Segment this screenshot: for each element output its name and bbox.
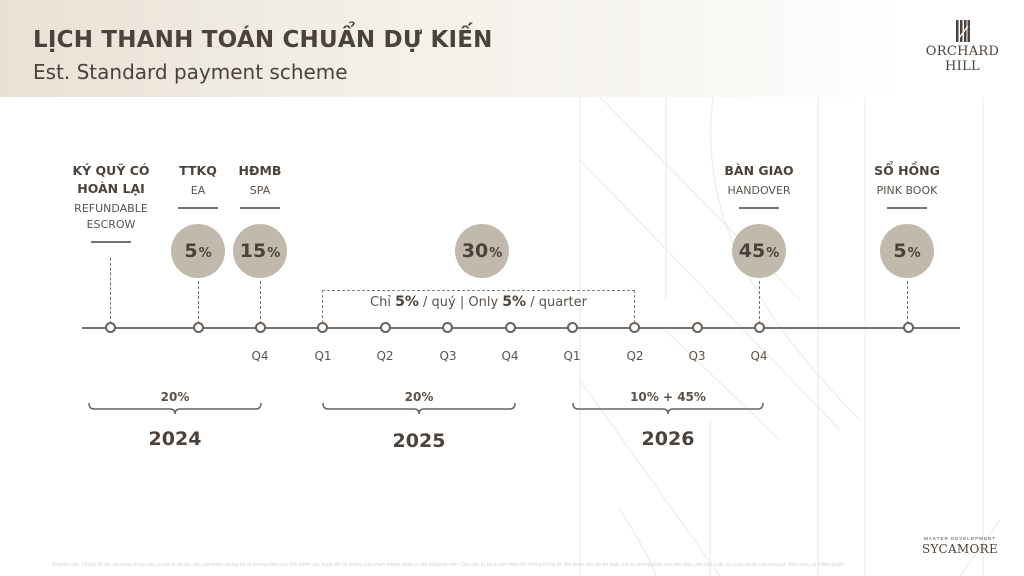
brace-2024 xyxy=(88,402,262,415)
stage-handover-en: HANDOVER xyxy=(727,184,791,197)
percent-value: 5 xyxy=(893,240,907,262)
year-2026-share: 10% + 45% xyxy=(630,390,706,404)
percent-value: 15 xyxy=(239,240,267,262)
sycamore-logo: MASTER DEVELOPMENT SYCAMORE xyxy=(920,535,1000,556)
quarter-label: Q3 xyxy=(688,349,706,363)
page-title: LỊCH THANH TOÁN CHUẨN DỰ KIẾN xyxy=(33,27,493,53)
stage-escrow-label: KÝ QUỸ CÓ HOÀN LẠI REFUNDABLE ESCROW xyxy=(66,162,156,243)
stage-ea-rule xyxy=(178,207,218,209)
quarter-label: Q4 xyxy=(750,349,768,363)
quarter-label: Q1 xyxy=(563,349,581,363)
footer-disclaimer: Khuyến cáo: Chúng tôi rất cẩn trọng tron… xyxy=(52,562,846,568)
percent-value: 5 xyxy=(184,240,198,262)
brace-2025 xyxy=(322,402,516,415)
quarter-label: Q2 xyxy=(376,349,394,363)
timeline-node xyxy=(629,322,640,333)
quarterly-bracket xyxy=(322,290,635,328)
stage-escrow-vn-line1: KÝ QUỸ CÓ xyxy=(72,163,150,178)
stage-ea-vn: TTKQ xyxy=(179,163,217,178)
orchard-hill-logo: ORCHARD HILL xyxy=(915,20,1010,74)
stage-spa-label: HĐMB SPA xyxy=(230,162,290,209)
year-2026: 2026 xyxy=(641,428,695,450)
timeline-node xyxy=(105,322,116,333)
quarter-label: Q4 xyxy=(251,349,269,363)
note-pct-2: 5% xyxy=(502,294,527,310)
percent-value: 45 xyxy=(738,240,766,262)
stage-pinkbook-en: PINK BOOK xyxy=(876,184,938,197)
escrow-connector xyxy=(110,258,111,324)
timeline-node xyxy=(692,322,703,333)
percent-sign: % xyxy=(766,245,780,261)
year-2025-share: 20% xyxy=(404,390,434,404)
stage-pinkbook-label: SỔ HỒNG PINK BOOK xyxy=(862,162,952,209)
page-subtitle: Est. Standard payment scheme xyxy=(33,60,348,84)
percent-sign: % xyxy=(267,245,281,261)
quarterly-note: Chỉ 5% / quý | Only 5% / quarter xyxy=(322,294,635,310)
note-mid: / quý | Only xyxy=(418,295,503,310)
developer-name: SYCAMORE xyxy=(921,542,999,556)
timeline-node xyxy=(255,322,266,333)
timeline-node xyxy=(567,322,578,333)
timeline-node xyxy=(442,322,453,333)
handover-connector xyxy=(759,281,760,324)
quarter-label: Q3 xyxy=(439,349,457,363)
stage-escrow-en-line2: ESCROW xyxy=(86,218,136,231)
percent-circle-pinkbook: 5% xyxy=(880,224,934,278)
timeline-node xyxy=(380,322,391,333)
quarter-label: Q4 xyxy=(501,349,519,363)
timeline-node xyxy=(193,322,204,333)
ea-connector xyxy=(198,281,199,324)
header-band xyxy=(0,0,1024,97)
timeline-node xyxy=(505,322,516,333)
year-2024: 2024 xyxy=(148,428,202,450)
timeline-node xyxy=(317,322,328,333)
stage-pinkbook-rule xyxy=(887,207,927,209)
percent-value: 30 xyxy=(461,240,489,262)
percent-sign: % xyxy=(489,245,503,261)
quarter-label: Q1 xyxy=(314,349,332,363)
logo-mark-icon xyxy=(955,20,970,42)
brace-2026 xyxy=(572,402,764,415)
developer-label: MASTER DEVELOPMENT xyxy=(923,536,996,541)
stage-pinkbook-vn: SỔ HỒNG xyxy=(874,163,940,178)
stage-escrow-vn-line2: HOÀN LẠI xyxy=(77,181,145,196)
year-2025: 2025 xyxy=(392,430,446,452)
percent-circle-ea: 5% xyxy=(171,224,225,278)
stage-spa-rule xyxy=(240,207,280,209)
stage-handover-label: BÀN GIAO HANDOVER xyxy=(714,162,804,209)
stage-spa-en: SPA xyxy=(249,184,271,197)
percent-sign: % xyxy=(198,245,212,261)
timeline-node xyxy=(903,322,914,333)
note-pre: Chỉ xyxy=(370,295,396,310)
stage-handover-rule xyxy=(739,207,779,209)
quarter-label: Q2 xyxy=(626,349,644,363)
logo-line-2: HILL xyxy=(945,59,980,74)
spa-connector xyxy=(260,281,261,324)
logo-line-1: ORCHARD xyxy=(925,44,1000,59)
note-pct-1: 5% xyxy=(395,294,419,310)
pinkbook-connector xyxy=(907,281,908,324)
note-post: / quarter xyxy=(526,295,587,310)
stage-escrow-rule xyxy=(91,241,131,243)
percent-circle-quarterly: 30% xyxy=(455,224,509,278)
stage-spa-vn: HĐMB xyxy=(238,163,282,178)
timeline-axis xyxy=(82,327,960,329)
stage-ea-en: EA xyxy=(190,184,206,197)
percent-sign: % xyxy=(907,245,921,261)
stage-escrow-en-line1: REFUNDABLE xyxy=(74,202,148,215)
stage-handover-vn: BÀN GIAO xyxy=(724,163,794,178)
percent-circle-spa: 15% xyxy=(233,224,287,278)
year-2024-share: 20% xyxy=(160,390,190,404)
timeline-node xyxy=(754,322,765,333)
stage-ea-label: TTKQ EA xyxy=(168,162,228,209)
percent-circle-handover: 45% xyxy=(732,224,786,278)
